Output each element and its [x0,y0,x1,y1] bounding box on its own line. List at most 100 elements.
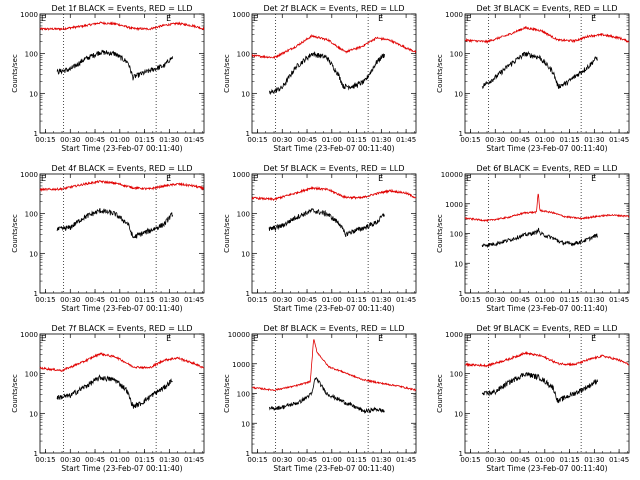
y-tick-label: 1 [246,290,250,298]
x-tick-label: 01:30 [159,296,179,304]
x-tick-label: 01:15 [346,456,366,464]
e-marker-label: E [591,334,596,343]
y-tick-label: 100 [25,211,38,219]
y-tick-label: 1000 [20,171,38,179]
x-axis-label: Start Time (23-Feb-07 00:11:40) [273,144,394,153]
panel-title: Det 6f BLACK = Events, RED = LLD [476,164,617,173]
plot-frame [464,173,630,294]
x-tick-label: 00:15 [35,456,55,464]
x-tick-label: 00:45 [85,456,105,464]
y-tick-label: 1000 [445,331,463,339]
plot-frame [39,173,205,294]
panel-title: Det 2f BLACK = Events, RED = LLD [263,4,404,13]
x-tick-label: 01:30 [584,456,604,464]
x-tick-label: 01:00 [322,136,342,144]
x-tick-label: 01:45 [184,296,204,304]
e-marker-label: E [166,334,171,343]
x-tick-label: 00:30 [485,456,505,464]
e-marker-label: E [466,174,471,183]
x-axis-label: Start Time (23-Feb-07 00:11:40) [273,464,394,473]
x-tick-label: 01:15 [346,136,366,144]
x-tick-label: 00:15 [247,136,267,144]
e-marker-label: E [166,14,171,23]
x-tick-label: 01:45 [396,136,416,144]
x-tick-label: 01:45 [609,296,629,304]
y-tick-label: 10 [241,250,250,258]
y-tick-label: 10 [454,410,463,418]
x-tick-label: 00:45 [510,296,530,304]
e-marker-label: E [41,14,46,23]
y-tick-label: 100 [450,231,463,239]
y-tick-label: 100 [25,371,38,379]
lld-series-line [464,193,630,223]
x-tick-label: 01:45 [184,136,204,144]
x-tick-label: 01:00 [322,456,342,464]
panel-title: Det 5f BLACK = Events, RED = LLD [263,164,404,173]
x-tick-label: 01:30 [584,136,604,144]
panel-title: Det 3f BLACK = Events, RED = LLD [476,4,617,13]
y-tick-label: 1000 [445,11,463,19]
events-series-line [56,374,173,409]
x-tick-label: 00:15 [35,296,55,304]
lld-series-line [464,25,630,44]
x-tick-label: 00:15 [460,296,480,304]
x-tick-label: 01:45 [396,456,416,464]
y-tick-label: 10 [241,420,250,428]
events-series-line [269,51,385,95]
x-tick-label: 01:00 [535,296,555,304]
x-tick-label: 00:45 [85,296,105,304]
x-tick-label: 00:30 [272,136,292,144]
x-tick-label: 01:15 [559,296,579,304]
x-tick-label: 00:15 [247,456,267,464]
y-tick-label: 1000 [445,201,463,209]
e-marker-label: E [41,334,46,343]
lld-series-line [39,352,205,372]
lld-series-line [251,185,417,202]
lld-series-line [39,20,205,32]
events-series-line [481,227,598,249]
e-marker-label: E [466,334,471,343]
x-tick-label: 01:45 [609,136,629,144]
x-tick-label: 00:30 [485,296,505,304]
x-tick-label: 01:45 [184,456,204,464]
y-tick-label: 1 [34,130,38,138]
x-tick-label: 00:45 [85,136,105,144]
x-tick-label: 01:00 [110,136,130,144]
e-marker-label: E [378,334,383,343]
y-tick-label: 10 [29,250,38,258]
x-tick-label: 01:00 [110,296,130,304]
e-marker-label: E [591,174,596,183]
y-tick-label: 1 [459,450,463,458]
lld-series-line [39,179,204,193]
x-axis-label: Start Time (23-Feb-07 00:11:40) [486,464,607,473]
e-marker-label: E [378,174,383,183]
y-axis-label: Counts/sec [223,54,231,93]
y-axis-label: Counts/sec [223,214,231,253]
x-tick-label: 00:15 [460,136,480,144]
e-marker-label: E [591,14,596,23]
y-axis-label: Counts/sec [223,374,231,413]
lld-series-line [465,350,630,368]
y-tick-label: 1 [246,450,250,458]
plot-frame [251,333,417,454]
x-tick-label: 01:30 [584,296,604,304]
lld-series-line [251,339,417,392]
plot-frame [464,13,630,134]
y-tick-label: 1000 [20,11,38,19]
y-tick-label: 10000 [228,331,250,339]
x-tick-label: 01:00 [535,136,555,144]
x-tick-label: 00:30 [60,296,80,304]
x-tick-label: 01:30 [371,136,391,144]
e-marker-label: E [466,14,471,23]
plot-frame [251,173,417,294]
y-tick-label: 100 [450,51,463,59]
x-tick-label: 01:00 [535,456,555,464]
x-tick-label: 01:15 [134,456,154,464]
e-marker-label: E [166,174,171,183]
